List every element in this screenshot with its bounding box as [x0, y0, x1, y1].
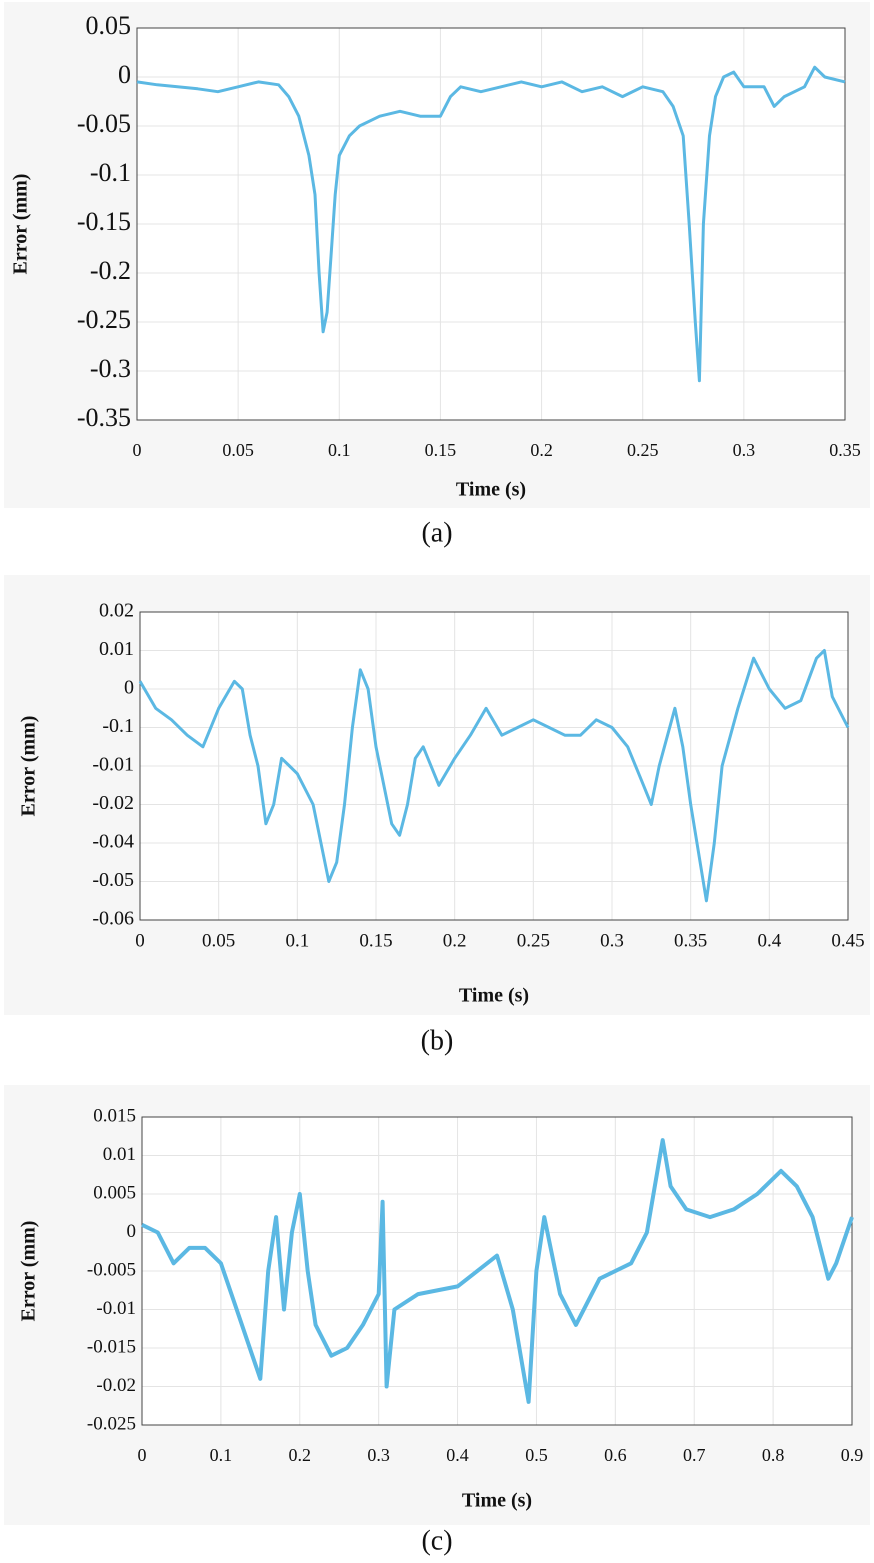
x-tick-label: 0.2 — [530, 440, 553, 460]
y-tick-label: 0.01 — [103, 1144, 136, 1165]
x-tick-label: 0.25 — [517, 930, 550, 951]
y-tick-label: -0.05 — [77, 109, 131, 138]
x-tick-label: 0.35 — [674, 930, 707, 951]
y-tick-label: -0.25 — [77, 305, 131, 334]
y-tick-label: -0.025 — [87, 1413, 136, 1434]
y-tick-label: -0.015 — [87, 1336, 136, 1357]
error-line — [136, 65, 846, 383]
x-tick-label: 0.05 — [202, 930, 235, 951]
y-tick-label: -0.01 — [96, 1298, 136, 1319]
y-tick-label: -0.1 — [90, 158, 131, 187]
y-tick-label: 0.005 — [93, 1182, 136, 1203]
caption: (c) — [421, 1525, 452, 1556]
x-tick-label: 0.15 — [425, 440, 457, 460]
y-tick-label: -0.005 — [87, 1259, 136, 1280]
x-tick-label: 0.6 — [604, 1445, 627, 1465]
x-tick-label: 0.1 — [210, 1445, 233, 1465]
y-axis-label: Error (mm) — [10, 174, 32, 275]
caption: (b) — [421, 1025, 454, 1056]
x-tick-label: 0.9 — [841, 1445, 864, 1465]
x-tick-label: 0.7 — [683, 1445, 706, 1465]
y-tick-label: -0.06 — [92, 908, 134, 930]
y-axis-label: Error (mm) — [18, 716, 40, 817]
error-line — [138, 649, 850, 903]
plot-frame — [139, 611, 849, 921]
x-tick-label: 0.1 — [285, 930, 309, 951]
x-axis-label: Time (s) — [456, 479, 526, 501]
y-tick-label: -0.35 — [77, 403, 131, 432]
y-tick-label: 0.015 — [93, 1105, 136, 1126]
y-tick-label: -0.02 — [92, 792, 134, 814]
y-tick-label: 0 — [118, 60, 131, 89]
x-tick-label: 0.45 — [831, 930, 864, 951]
x-tick-label: 0 — [138, 1445, 147, 1465]
x-tick-label: 0.4 — [757, 930, 781, 951]
y-tick-label: -0.04 — [92, 831, 134, 853]
x-tick-label: 0.4 — [446, 1445, 469, 1465]
y-tick-label: 0 — [124, 677, 134, 699]
y-tick-label: -0.01 — [92, 754, 134, 776]
y-tick-label: 0 — [127, 1221, 137, 1242]
x-tick-label: 0.25 — [627, 440, 659, 460]
x-tick-label: 0.3 — [367, 1445, 390, 1465]
x-tick-label: 0.5 — [525, 1445, 548, 1465]
y-tick-label: -0.3 — [90, 354, 131, 383]
x-tick-label: 0 — [133, 440, 142, 460]
x-tick-label: 0.3 — [733, 440, 756, 460]
y-tick-label: 0.02 — [99, 600, 134, 622]
x-tick-label: 0 — [135, 930, 145, 951]
x-tick-label: 0.8 — [762, 1445, 785, 1465]
y-tick-label: -0.15 — [77, 207, 131, 236]
y-axis-label: Error (mm) — [18, 1221, 40, 1322]
y-tick-label: 0.01 — [99, 638, 134, 660]
x-axis-label: Time (s) — [459, 985, 529, 1007]
x-tick-label: 0.2 — [443, 930, 467, 951]
x-tick-label: 0.1 — [328, 440, 351, 460]
caption: (a) — [421, 517, 452, 548]
x-tick-label: 0.3 — [600, 930, 624, 951]
y-tick-label: -0.1 — [102, 715, 134, 737]
x-tick-label: 0.15 — [359, 930, 392, 951]
x-tick-label: 0.05 — [222, 440, 254, 460]
error-line — [141, 1138, 854, 1404]
plot-frame — [141, 1116, 853, 1426]
x-axis-label: Time (s) — [462, 1490, 532, 1512]
x-tick-label: 0.2 — [289, 1445, 312, 1465]
x-tick-label: 0.35 — [829, 440, 861, 460]
plot-frame — [136, 27, 846, 421]
y-tick-label: -0.2 — [90, 256, 131, 285]
y-tick-label: 0.05 — [86, 11, 132, 40]
y-tick-label: -0.05 — [92, 869, 134, 891]
y-tick-label: -0.02 — [96, 1375, 136, 1396]
